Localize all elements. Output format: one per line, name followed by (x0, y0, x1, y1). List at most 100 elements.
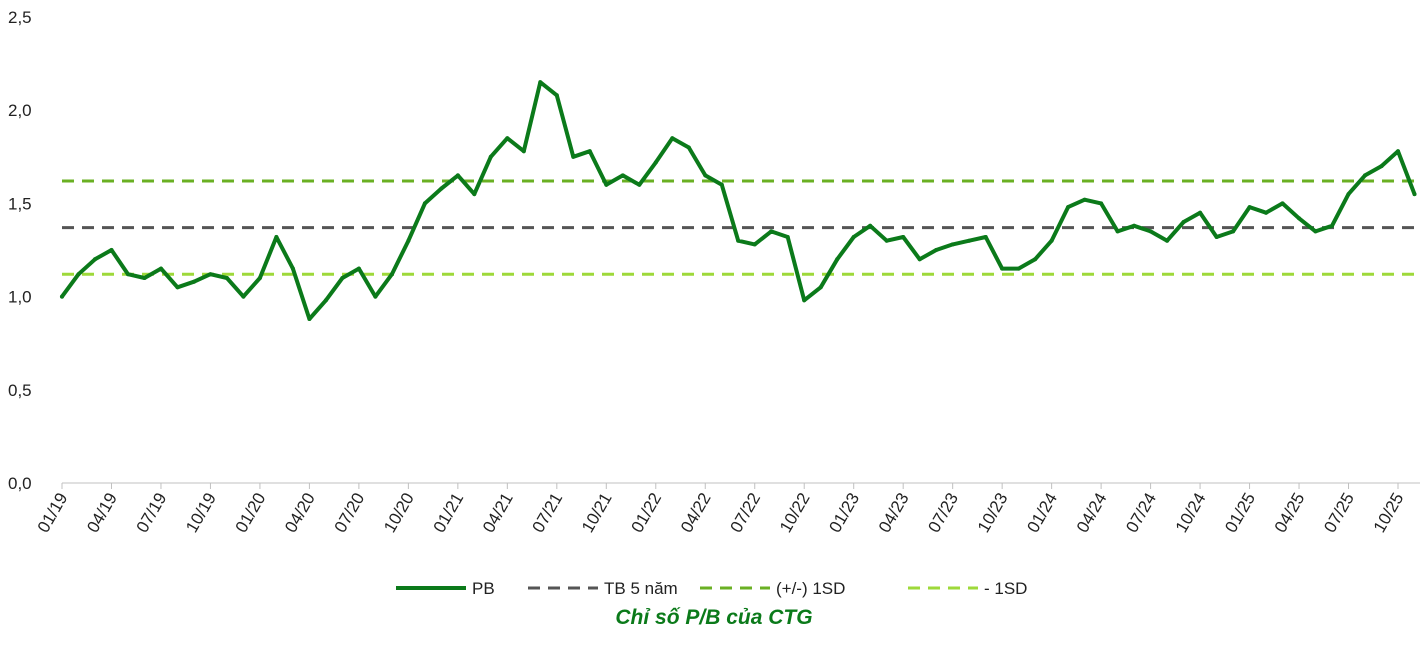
pb-point (1066, 205, 1071, 210)
pb-point (983, 235, 988, 239)
x-tick-label: 01/19 (34, 490, 72, 536)
pb-chart: 0,00,51,01,52,02,5 01/19 04/19 07/19 10/19 0… (8, 8, 1420, 598)
pb-point (1231, 229, 1236, 234)
x-tick-label: 04/23 (875, 490, 913, 536)
pb-point (521, 149, 526, 154)
y-tick-label: 2,5 (8, 8, 32, 27)
pb-point (142, 276, 147, 280)
pb-point (257, 276, 262, 280)
pb-point (505, 136, 510, 141)
x-tick-label: 07/25 (1320, 490, 1358, 536)
x-tick-label: 07/22 (726, 490, 764, 536)
pb-point (488, 154, 493, 159)
legend-label: TB 5 năm (604, 579, 678, 598)
pb-point (851, 235, 856, 239)
pb-point (901, 235, 906, 239)
pb-point (587, 149, 592, 154)
pb-point (175, 285, 180, 290)
x-axis-ticks: 01/19 04/19 07/19 10/19 01/20 04/20 07/20 10/20… (34, 483, 1407, 536)
pb-point (1379, 164, 1384, 169)
chart-caption: Chỉ số P/B của CTG (615, 606, 813, 629)
legend-label: PB (472, 579, 495, 598)
pb-point (637, 182, 642, 187)
pb-point (703, 173, 708, 178)
pb-point (1346, 192, 1351, 197)
pb-point (241, 294, 246, 299)
pb-point (406, 238, 411, 243)
series-group (60, 80, 1417, 321)
x-tick-label: 07/19 (133, 490, 171, 536)
pb-point (538, 80, 543, 85)
x-tick-label: 04/21 (479, 490, 517, 536)
pb-point (752, 242, 757, 247)
pb-point (620, 173, 625, 178)
y-tick-label: 0,5 (8, 381, 32, 400)
pb-point (868, 223, 873, 228)
legend-label: (+/-) 1SD (776, 579, 845, 598)
x-tick-label: 07/21 (529, 490, 567, 536)
pb-series-line (60, 80, 1417, 321)
pb-point (1033, 257, 1038, 262)
x-tick-label: 10/24 (1172, 490, 1210, 536)
pb-point (1016, 266, 1021, 271)
pb-point (1297, 216, 1301, 221)
pb-point (1049, 238, 1054, 243)
pb-point (1115, 229, 1120, 234)
x-tick-label: 04/19 (83, 490, 121, 536)
pb-point (1082, 197, 1087, 202)
y-axis-ticks: 0,0 0,5 1,0 1,5 2,0 2,5 (8, 8, 32, 493)
pb-point (1000, 266, 1005, 271)
pb-point (373, 294, 378, 299)
pb-point (1148, 229, 1153, 234)
pb-point (1214, 235, 1219, 239)
pb-point (1412, 192, 1417, 197)
pb-point (554, 93, 559, 98)
pb-point (653, 160, 658, 165)
x-tick-label: 04/25 (1271, 490, 1309, 536)
pb-point (604, 182, 609, 187)
pb-point (719, 182, 724, 187)
x-tick-label: 04/24 (1073, 490, 1111, 536)
pb-point (307, 317, 312, 321)
pb-point (1181, 220, 1186, 224)
pb-point (1198, 210, 1203, 215)
pb-point (917, 257, 922, 262)
pb-point (389, 272, 394, 277)
pb-point (93, 257, 97, 262)
x-tick-label: 01/23 (825, 490, 863, 536)
pb-point (785, 235, 790, 239)
x-tick-label: 04/22 (677, 490, 715, 536)
legend: PB TB 5 năm (+/-) 1SD - 1SD (396, 579, 1027, 598)
pb-point (1264, 210, 1268, 215)
pb-point (1099, 201, 1104, 206)
legend-label: - 1SD (984, 579, 1027, 598)
pb-point (356, 266, 361, 271)
pb-point (769, 229, 774, 234)
pb-point (884, 238, 889, 243)
pb-point (967, 238, 972, 243)
x-tick-label: 04/20 (281, 490, 319, 536)
pb-point (934, 248, 939, 252)
pb-point (835, 257, 840, 262)
x-tick-label: 10/20 (380, 490, 418, 536)
pb-point (76, 272, 81, 277)
pb-point (686, 145, 691, 150)
y-tick-label: 2,0 (8, 101, 32, 120)
x-tick-label: 07/20 (331, 490, 369, 536)
pb-point (950, 242, 955, 247)
pb-point (736, 238, 741, 243)
pb-point (818, 285, 823, 290)
x-tick-label: 01/24 (1023, 490, 1061, 536)
pb-point (290, 266, 295, 271)
pb-point (60, 294, 64, 299)
x-tick-label: 01/22 (628, 490, 666, 536)
pb-point (1313, 229, 1318, 234)
pb-point (571, 154, 576, 159)
pb-point (455, 173, 460, 178)
pb-point (192, 279, 196, 284)
pb-point (1280, 201, 1285, 206)
x-tick-label: 01/21 (430, 490, 468, 536)
pb-point (1165, 238, 1170, 243)
pb-point (1396, 149, 1400, 154)
x-tick-label: 01/20 (232, 490, 270, 536)
